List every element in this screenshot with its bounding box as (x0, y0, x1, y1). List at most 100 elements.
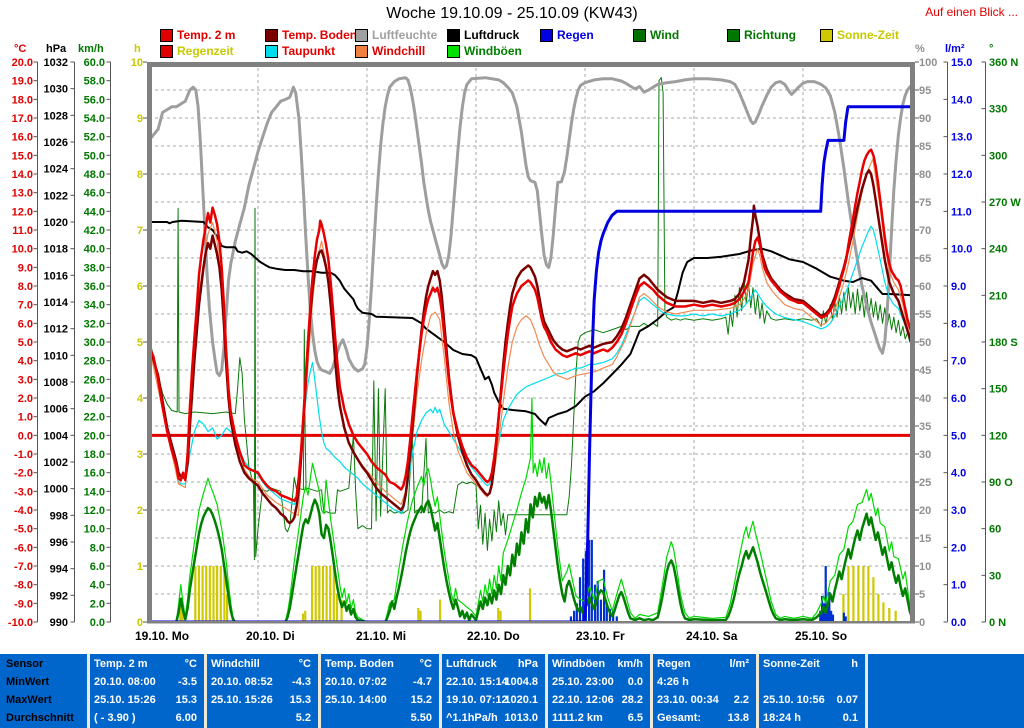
tick-label: 8.0 (951, 318, 966, 330)
table-cell: -4.7 (413, 676, 432, 688)
tick-label: 90 O (989, 477, 1013, 489)
tick-label: 5 (137, 337, 143, 349)
tick-label: -6.0 (14, 542, 33, 554)
tick-label: 994 (50, 564, 69, 576)
table-cell: 25.10. 15:26 (211, 694, 273, 706)
axis-header-°C: °C (14, 43, 27, 55)
tick-label: 1008 (44, 377, 68, 389)
axis-°: 360 N 330 300 270 W 240 210 180 S 150 120 90 O 60 3… (981, 57, 1021, 629)
legend-swatch-Sonne-Zeit (820, 29, 833, 42)
tick-label: 15.0 (12, 150, 33, 162)
tick-label: 1012 (44, 324, 68, 336)
tick-label: 0 (919, 617, 925, 629)
tick-label: 54.0 (84, 113, 105, 125)
tick-label: 1032 (44, 57, 68, 69)
tick-label: 10.0 (951, 244, 972, 256)
table-separator (650, 654, 653, 728)
tick-label: 52.0 (84, 132, 105, 144)
table-cell: km/h (617, 658, 643, 670)
table-cell: 0.07 (836, 694, 858, 706)
tick-label: 13.0 (12, 188, 33, 200)
tick-label: 5 (919, 589, 925, 601)
tick-label: 6 (137, 281, 143, 293)
table-separator (318, 654, 321, 728)
table-separator (865, 654, 868, 728)
legend-label-Windchill: Windchill (372, 44, 426, 58)
table-cell: 20.10. 07:02 (325, 676, 387, 688)
tick-label: 24.0 (84, 393, 105, 405)
tick-label: 0 (137, 617, 143, 629)
legend-swatch-Temp. 2 m (160, 29, 173, 42)
table-cell: 22.10. 12:06 (552, 694, 614, 706)
tick-label: 56.0 (84, 94, 105, 106)
tick-label: 36.0 (84, 281, 105, 293)
tick-label: 7.0 (18, 300, 33, 312)
legend-label-Richtung: Richtung (744, 28, 796, 42)
tick-label: 50.0 (84, 150, 105, 162)
tick-label: 1014 (44, 297, 69, 309)
tick-label: 996 (50, 537, 68, 549)
table-cell: hPa (517, 658, 538, 670)
tick-label: 20.0 (12, 57, 33, 69)
tick-label: 12.0 (84, 505, 105, 517)
legend-swatch-Regen (540, 29, 553, 42)
tick-label: 18.0 (12, 94, 33, 106)
table-cell: -4.3 (292, 676, 311, 688)
tick-label: 270 W (989, 197, 1021, 209)
series-Wind (149, 491, 914, 624)
tick-label: -3.0 (14, 486, 33, 498)
tick-label: 100 (919, 57, 937, 69)
tick-label: 8.0 (18, 281, 33, 293)
table-cell: 20.10. 08:00 (94, 676, 156, 688)
tick-label: 1010 (44, 350, 68, 362)
axis-header-%: % (915, 43, 925, 55)
table-cell: 25.10. 15:26 (94, 694, 156, 706)
tick-label: 10.0 (84, 524, 105, 536)
tick-label: 0.0 (18, 430, 33, 442)
day-label: 23.10. Fr (576, 629, 625, 643)
tick-label: 9.0 (951, 281, 966, 293)
table-cell: 0.0 (627, 676, 643, 688)
tick-label: 1.0 (951, 580, 966, 592)
day-label: 21.10. Mi (356, 629, 406, 643)
grid-lines (149, 62, 912, 622)
tick-label: 3 (137, 449, 143, 461)
tick-label: 7.0 (951, 356, 966, 368)
rain-bars (569, 539, 847, 622)
legend-label-Temp. Boden: Temp. Boden (282, 28, 358, 42)
legend-swatch-Wind (633, 29, 646, 42)
table-separator (545, 654, 548, 728)
tick-label: 1022 (44, 190, 68, 202)
series-Richtung (148, 77, 913, 561)
table-cell: Luftdruck (446, 658, 497, 670)
table-cell: 22.10. 15:14 (446, 676, 508, 688)
legend-label-Taupunkt: Taupunkt (282, 44, 336, 58)
legend-label-Wind: Wind (650, 28, 680, 42)
axis-header-h: h (134, 43, 141, 55)
tick-label: 4.0 (18, 356, 33, 368)
tick-label: 80 (919, 169, 931, 181)
quick-view-link[interactable]: Auf einen Blick ... (925, 5, 1018, 19)
axis-header-hPa: hPa (46, 43, 67, 55)
tick-label: 40.0 (84, 244, 105, 256)
tick-label: -9.0 (14, 598, 33, 610)
tick-label: 998 (50, 510, 68, 522)
table-cell: Windböen (552, 658, 606, 670)
table-cell: 18:24 h (763, 712, 801, 724)
summary-table: Sensor MinWert MaxWert Durchschnitt Temp. 2 … (0, 654, 1024, 728)
tick-label: 60 (919, 281, 931, 293)
tick-label: 14.0 (84, 486, 105, 498)
tick-label: -8.0 (14, 580, 33, 592)
table-cell: 1013.0 (504, 712, 538, 724)
legend-label-Regen: Regen (557, 28, 594, 42)
tick-label: 1006 (44, 404, 68, 416)
tick-label: 34.0 (84, 300, 105, 312)
axis-header-°: ° (989, 43, 994, 55)
series-Temp. Boden (147, 169, 914, 525)
tick-label: 8.0 (90, 542, 105, 554)
tick-label: 9.0 (18, 262, 33, 274)
table-cell: 15.3 (175, 694, 197, 706)
tick-label: 85 (919, 141, 931, 153)
table-cell: 2.2 (733, 694, 749, 706)
